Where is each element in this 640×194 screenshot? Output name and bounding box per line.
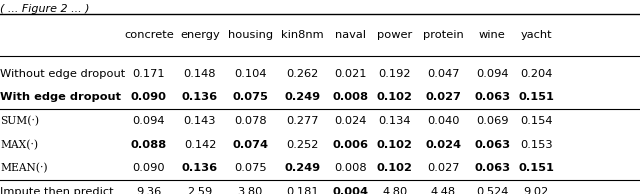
- Text: 0.249: 0.249: [285, 92, 321, 102]
- Text: 0.006: 0.006: [333, 140, 369, 150]
- Text: 0.094: 0.094: [476, 69, 508, 79]
- Text: 0.102: 0.102: [377, 163, 413, 173]
- Text: 0.277: 0.277: [287, 116, 319, 126]
- Text: 0.524: 0.524: [476, 187, 508, 194]
- Text: 0.069: 0.069: [476, 116, 508, 126]
- Text: 0.151: 0.151: [518, 163, 554, 173]
- Text: 0.171: 0.171: [132, 69, 165, 79]
- Text: concrete: concrete: [124, 30, 173, 40]
- Text: 0.004: 0.004: [333, 187, 369, 194]
- Text: 0.104: 0.104: [234, 69, 266, 79]
- Text: 0.102: 0.102: [377, 92, 413, 102]
- Text: Without edge dropout: Without edge dropout: [0, 69, 125, 79]
- Text: 3.80: 3.80: [237, 187, 263, 194]
- Text: 0.262: 0.262: [287, 69, 319, 79]
- Text: ( ... Figure 2 ... ): ( ... Figure 2 ... ): [0, 4, 90, 14]
- Text: 0.151: 0.151: [518, 92, 554, 102]
- Text: 0.075: 0.075: [234, 163, 266, 173]
- Text: 0.204: 0.204: [520, 69, 552, 79]
- Text: 0.021: 0.021: [335, 69, 367, 79]
- Text: 0.090: 0.090: [131, 92, 167, 102]
- Text: kin8nm: kin8nm: [282, 30, 324, 40]
- Text: MAX(·): MAX(·): [0, 139, 38, 150]
- Text: 0.148: 0.148: [184, 69, 216, 79]
- Text: 0.040: 0.040: [428, 116, 460, 126]
- Text: 0.252: 0.252: [287, 140, 319, 150]
- Text: 0.134: 0.134: [379, 116, 411, 126]
- Text: 0.142: 0.142: [184, 140, 216, 150]
- Text: Impute then predict: Impute then predict: [0, 187, 114, 194]
- Text: With edge dropout: With edge dropout: [0, 92, 121, 102]
- Text: power: power: [377, 30, 413, 40]
- Text: 0.094: 0.094: [132, 116, 165, 126]
- Text: protein: protein: [423, 30, 464, 40]
- Text: 0.008: 0.008: [335, 163, 367, 173]
- Text: 0.063: 0.063: [474, 92, 510, 102]
- Text: 0.063: 0.063: [474, 163, 510, 173]
- Text: 0.192: 0.192: [379, 69, 411, 79]
- Text: 9.36: 9.36: [136, 187, 161, 194]
- Text: 2.59: 2.59: [188, 187, 212, 194]
- Text: wine: wine: [479, 30, 506, 40]
- Text: naval: naval: [335, 30, 366, 40]
- Text: 0.154: 0.154: [520, 116, 552, 126]
- Text: SUM(·): SUM(·): [0, 116, 39, 126]
- Text: 0.074: 0.074: [232, 140, 268, 150]
- Text: 0.047: 0.047: [428, 69, 460, 79]
- Text: 0.136: 0.136: [182, 163, 218, 173]
- Text: 0.075: 0.075: [232, 92, 268, 102]
- Text: 0.024: 0.024: [426, 140, 461, 150]
- Text: 4.48: 4.48: [431, 187, 456, 194]
- Text: 0.008: 0.008: [333, 92, 369, 102]
- Text: 0.027: 0.027: [426, 92, 461, 102]
- Text: MEAN(·): MEAN(·): [0, 163, 47, 174]
- Text: housing: housing: [228, 30, 273, 40]
- Text: 0.090: 0.090: [132, 163, 165, 173]
- Text: 0.153: 0.153: [520, 140, 552, 150]
- Text: 0.027: 0.027: [428, 163, 460, 173]
- Text: 0.136: 0.136: [182, 92, 218, 102]
- Text: 0.024: 0.024: [335, 116, 367, 126]
- Text: 0.078: 0.078: [234, 116, 266, 126]
- Text: yacht: yacht: [520, 30, 552, 40]
- Text: energy: energy: [180, 30, 220, 40]
- Text: 0.249: 0.249: [285, 163, 321, 173]
- Text: 4.80: 4.80: [382, 187, 408, 194]
- Text: 9.02: 9.02: [524, 187, 549, 194]
- Text: 0.063: 0.063: [474, 140, 510, 150]
- Text: 0.102: 0.102: [377, 140, 413, 150]
- Text: 0.088: 0.088: [131, 140, 167, 150]
- Text: 0.181: 0.181: [287, 187, 319, 194]
- Text: 0.143: 0.143: [184, 116, 216, 126]
